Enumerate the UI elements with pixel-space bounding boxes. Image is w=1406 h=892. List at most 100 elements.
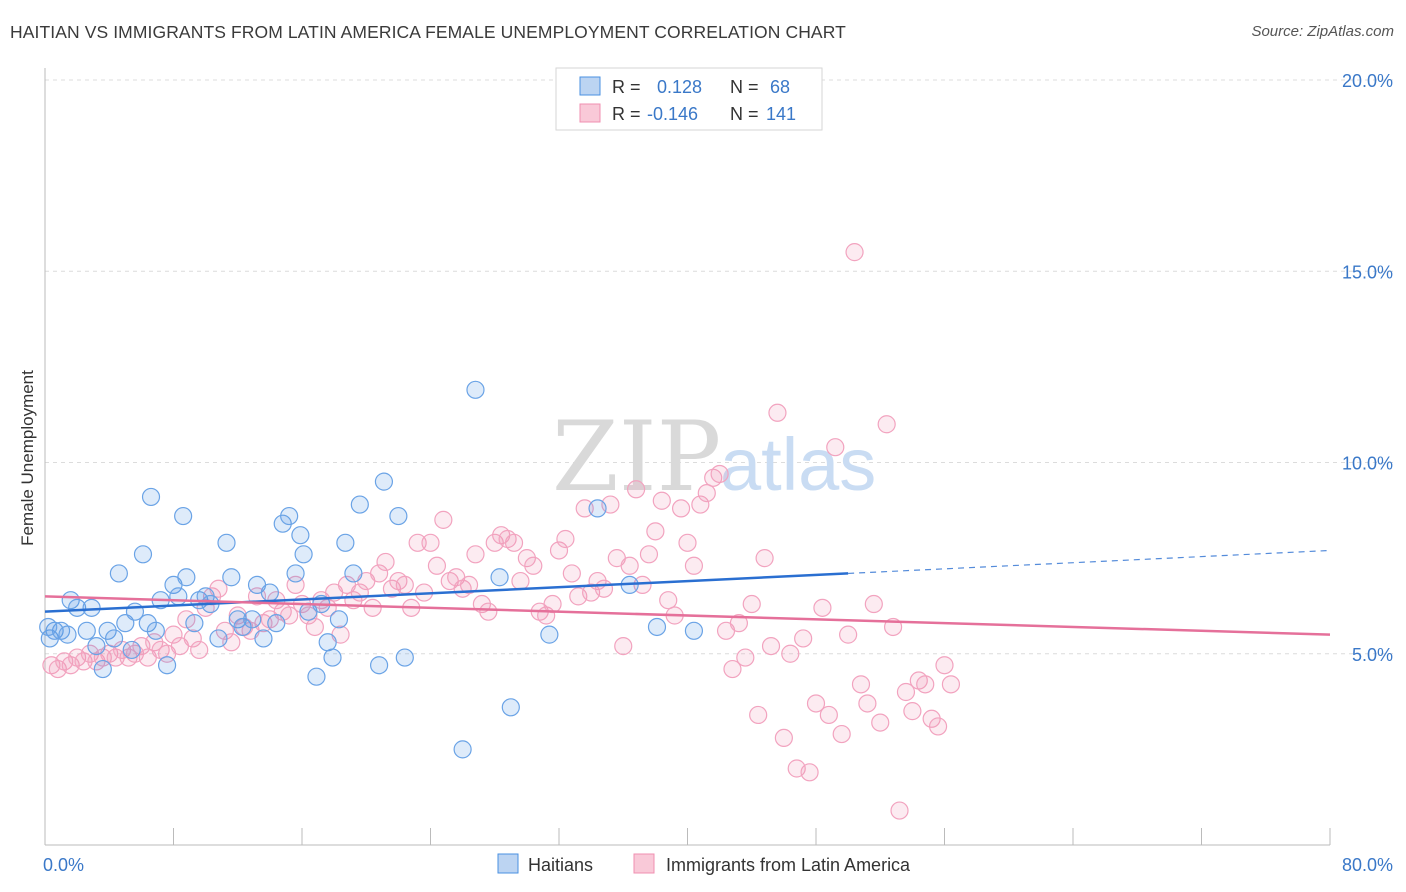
- haitians-point: [344, 564, 363, 583]
- latin-america-point: [299, 606, 318, 625]
- y-tick-labels: 5.0% 10.0% 15.0% 20.0%: [1342, 71, 1393, 665]
- latin-america-point: [768, 403, 787, 422]
- latin-america-point: [678, 533, 697, 552]
- stats-r-label-latin: R =: [612, 104, 641, 124]
- haitians-point: [157, 656, 177, 675]
- latin-america-point: [305, 617, 324, 637]
- haitians-point: [77, 621, 96, 640]
- latin-america-point: [633, 575, 652, 595]
- latin-america-point: [190, 640, 209, 660]
- stats-n-label-haitians: N =: [730, 77, 759, 97]
- haitians-point: [647, 617, 667, 637]
- latin-america-point: [370, 564, 389, 583]
- haitians-point: [336, 533, 355, 552]
- haitians-points: [39, 380, 704, 759]
- haitians-point: [217, 533, 236, 552]
- latin-america-point: [697, 484, 716, 503]
- latin-america-point: [749, 705, 768, 725]
- latin-america-point: [819, 705, 838, 725]
- latin-america-point: [839, 625, 858, 644]
- latin-america-point: [826, 438, 845, 457]
- haitians-point: [323, 648, 342, 667]
- haitians-point: [133, 545, 153, 564]
- latin-america-point: [183, 629, 202, 648]
- haitians-point: [233, 617, 252, 637]
- latin-america-point: [459, 575, 479, 595]
- latin-america-point: [916, 675, 935, 694]
- haitians-point: [267, 614, 286, 633]
- axes: [44, 68, 1331, 846]
- haitians-point: [87, 636, 106, 656]
- stats-r-label-haitians: R =: [612, 77, 641, 97]
- stats-n-label-latin: N =: [730, 104, 759, 124]
- latin-america-point: [228, 606, 247, 625]
- latin-america-point: [781, 644, 800, 663]
- haitians-trend-extension: [848, 549, 1331, 575]
- latin-america-point: [736, 648, 755, 667]
- stats-r-value-haitians: 0.128: [657, 77, 702, 97]
- trend-lines: [44, 549, 1331, 636]
- haitians-point: [280, 506, 299, 526]
- haitians-point: [39, 617, 58, 637]
- latin-america-point: [691, 495, 710, 514]
- haitians-point: [169, 587, 188, 606]
- latin-america-point: [646, 522, 665, 541]
- haitians-point: [222, 568, 241, 587]
- stats-n-value-haitians: 68: [770, 77, 790, 97]
- y-tick-label: 15.0%: [1342, 262, 1393, 282]
- haitians-trend-line: [44, 572, 849, 613]
- x-tick-label: 80.0%: [1342, 855, 1393, 875]
- chart-source: Source: ZipAtlas.com: [1251, 23, 1394, 40]
- grid-lines: [45, 79, 1395, 655]
- y-tick-label: 20.0%: [1342, 71, 1393, 91]
- haitians-point: [374, 472, 394, 491]
- latin-america-point: [620, 556, 639, 575]
- haitians-point: [291, 526, 310, 545]
- latin-america-points: [42, 243, 961, 820]
- legend-swatch-haitians: [497, 853, 519, 874]
- y-tick-label: 10.0%: [1342, 454, 1393, 474]
- latin-america-point: [800, 763, 819, 782]
- latin-america-point: [742, 594, 761, 614]
- stats-n-value-latin: 141: [766, 104, 796, 124]
- haitians-point: [490, 568, 509, 587]
- latin-america-point: [504, 533, 524, 552]
- haitians-point: [109, 564, 128, 583]
- haitians-point: [82, 598, 101, 617]
- latin-america-point: [896, 682, 916, 702]
- latin-america-point: [684, 556, 704, 575]
- latin-america-point: [421, 533, 440, 552]
- latin-america-point: [845, 243, 864, 262]
- latin-america-point: [524, 556, 543, 575]
- latin-america-point: [761, 636, 781, 656]
- haitians-point: [209, 629, 228, 648]
- latin-america-point: [864, 594, 883, 614]
- haitians-point: [329, 610, 349, 629]
- haitians-point: [540, 625, 559, 644]
- latin-america-point: [832, 724, 851, 744]
- latin-america-point: [806, 694, 826, 713]
- latin-america-point: [427, 556, 447, 575]
- haitians-point: [466, 380, 485, 399]
- haitians-point: [104, 629, 124, 648]
- y-tick-label: 5.0%: [1352, 645, 1393, 665]
- haitians-point: [307, 667, 326, 686]
- stats-swatch-latin: [579, 103, 601, 123]
- haitians-point: [286, 564, 305, 583]
- latin-america-point: [408, 533, 427, 552]
- latin-america-point: [575, 499, 594, 518]
- legend-label-haitians: Haitians: [528, 855, 593, 875]
- latin-america-point: [639, 545, 659, 564]
- latin-america-point: [164, 625, 183, 644]
- watermark-zip: ZIP: [552, 401, 721, 513]
- haitians-point: [588, 499, 607, 518]
- haitians-point: [254, 629, 273, 648]
- latin-america-point: [941, 675, 961, 694]
- latin-america-point: [556, 529, 575, 549]
- haitians-point: [141, 487, 161, 507]
- haitians-point: [350, 495, 369, 514]
- latin-america-point: [928, 717, 948, 736]
- latin-america-point: [890, 801, 909, 820]
- latin-america-point: [614, 636, 633, 656]
